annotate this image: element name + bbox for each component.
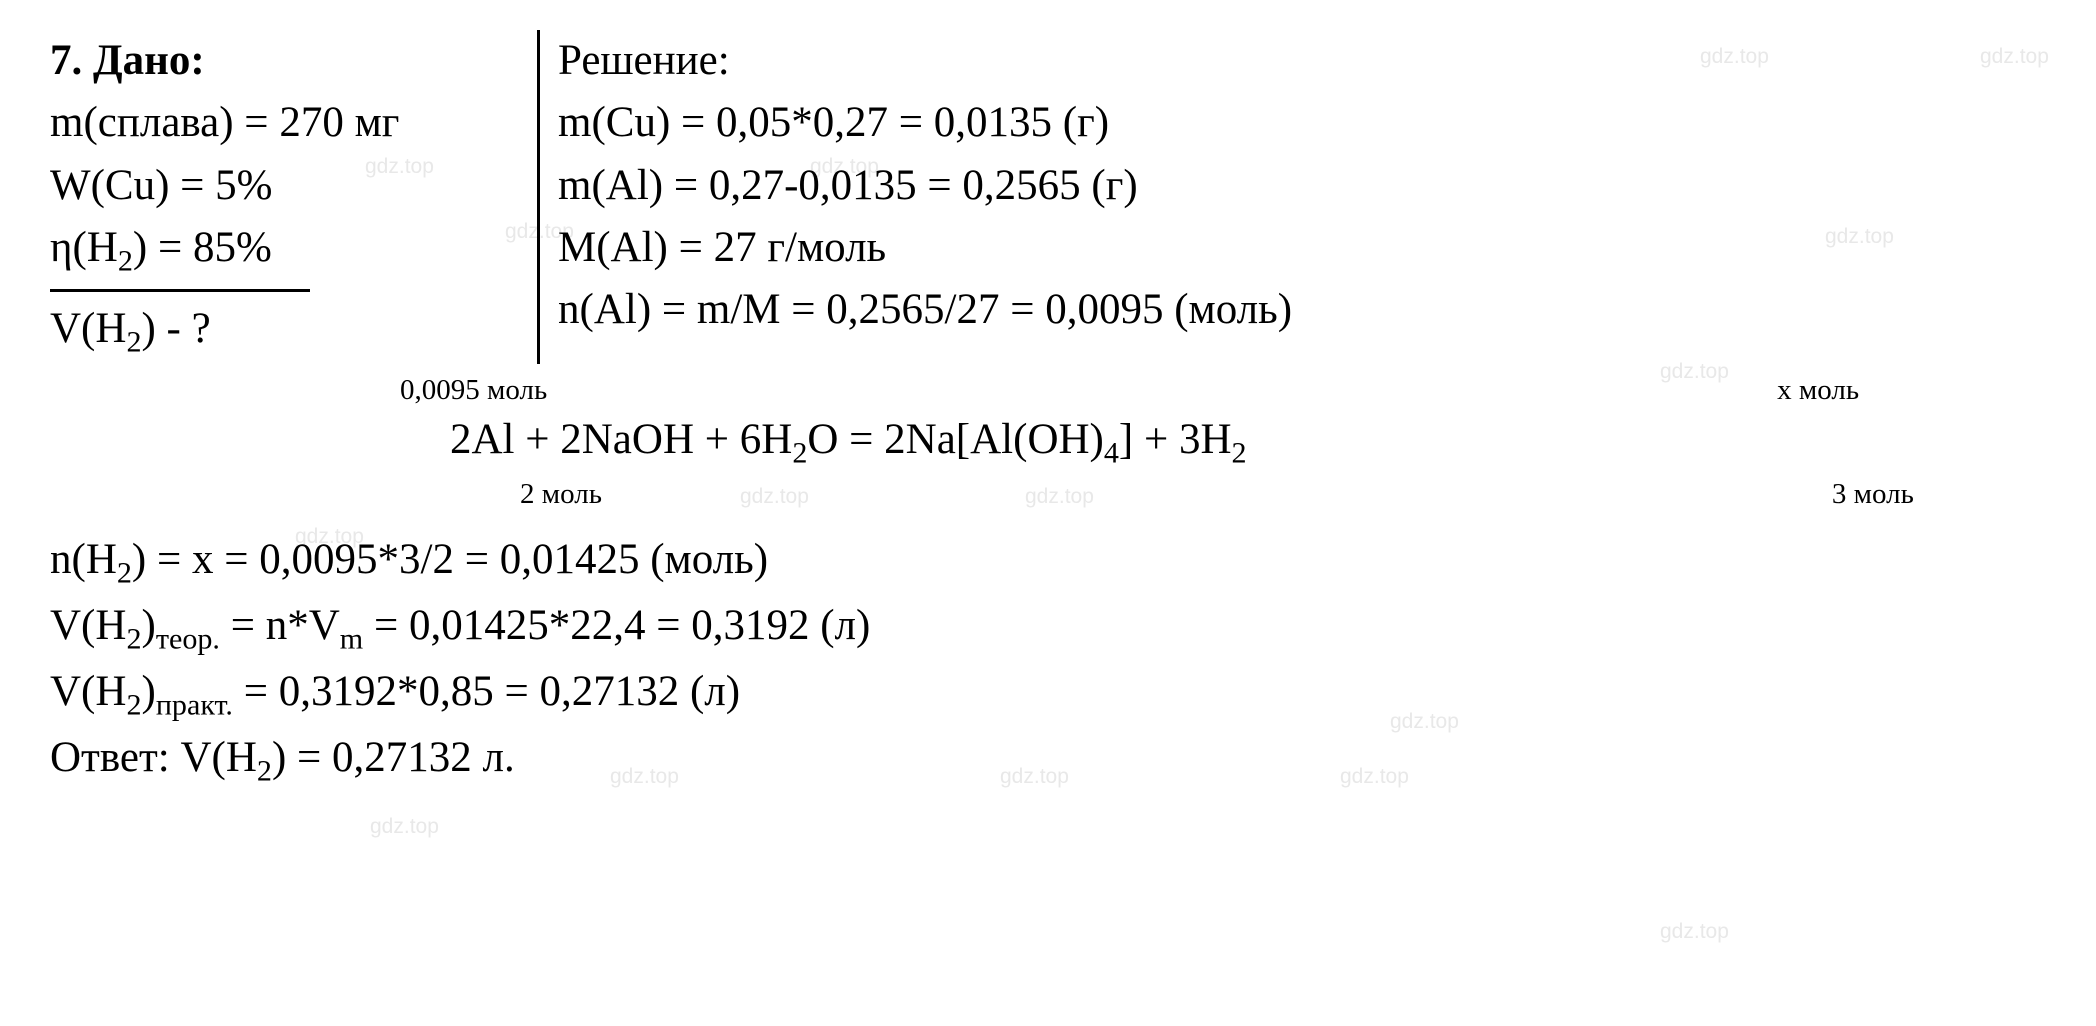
- calc-n-h2: n(H2) = x = 0,0095*3/2 = 0,01425 (моль): [50, 529, 2046, 595]
- problem-top-section: 7. Дано: m(сплава) = 270 мг W(Cu) = 5% η…: [50, 30, 2046, 364]
- solution-molar-al: M(Al) = 27 г/моль: [558, 217, 1292, 279]
- given-w-cu: W(Cu) = 5%: [50, 155, 517, 217]
- annotation-bottom-row: 2 моль 3 моль: [390, 478, 2046, 511]
- solution-n-al: n(Al) = m/M = 0,2565/27 = 0,0095 (моль): [558, 279, 1292, 341]
- calculation-section: n(H2) = x = 0,0095*3/2 = 0,01425 (моль) …: [50, 529, 2046, 794]
- problem-number-dano: 7. Дано:: [50, 37, 205, 84]
- solution-header: Решение:: [558, 30, 1292, 92]
- equation-section: 0,0095 моль x моль 2Al + 2NaOH + 6H2O = …: [390, 374, 2046, 510]
- watermark: gdz.top: [370, 815, 439, 839]
- annotation-mol-al: 0,0095 моль: [400, 374, 547, 407]
- given-mass: m(сплава) = 270 мг: [50, 92, 517, 154]
- calc-v-pract: V(H2)практ. = 0,3192*0,85 = 0,27132 (л): [50, 661, 2046, 727]
- annotation-mol-h2: x моль: [1777, 374, 1859, 407]
- given-column: 7. Дано: m(сплава) = 270 мг W(Cu) = 5% η…: [50, 30, 540, 364]
- given-header: 7. Дано:: [50, 30, 517, 92]
- given-eta-h2: η(H2) = 85%: [50, 217, 517, 283]
- annotation-coef-al: 2 моль: [520, 478, 602, 511]
- given-find: V(H2) - ?: [50, 298, 517, 364]
- solution-column: Решение: m(Cu) = 0,05*0,27 = 0,0135 (г) …: [540, 30, 1292, 342]
- answer-line: Ответ: V(H2) = 0,27132 л.: [50, 727, 2046, 793]
- watermark: gdz.top: [1660, 920, 1729, 944]
- annotation-coef-h2: 3 моль: [1832, 478, 1914, 511]
- solution-m-cu: m(Cu) = 0,05*0,27 = 0,0135 (г): [558, 92, 1292, 154]
- given-divider: [50, 289, 310, 292]
- calc-v-theor: V(H2)теор. = n*Vm = 0,01425*22,4 = 0,319…: [50, 595, 2046, 661]
- chemical-equation: 2Al + 2NaOH + 6H2O = 2Na[Al(OH)4] + 3H2: [450, 409, 2046, 475]
- annotation-top-row: 0,0095 моль x моль: [390, 374, 2046, 407]
- solution-m-al: m(Al) = 0,27-0,0135 = 0,2565 (г): [558, 155, 1292, 217]
